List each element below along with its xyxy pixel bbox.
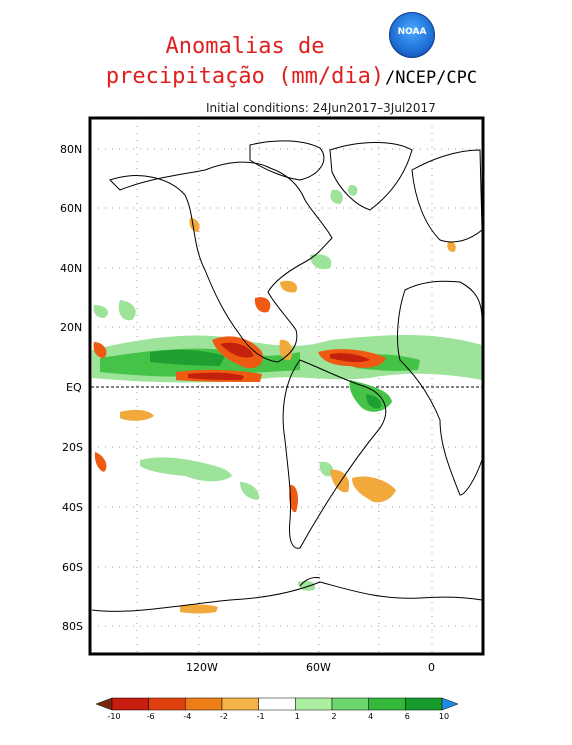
legend-tick-label: 6 — [405, 712, 410, 721]
lat-label-20s: 20S — [62, 441, 83, 454]
legend-tick-label: 10 — [439, 712, 449, 721]
legend-swatch — [295, 697, 333, 711]
legend-swatch — [148, 697, 186, 711]
legend-swatch — [185, 697, 223, 711]
anomaly-shading — [92, 184, 482, 614]
legend-swatch — [405, 697, 443, 711]
legend-swatch — [111, 697, 149, 711]
lon-label-0: 0 — [428, 661, 435, 674]
graticule — [91, 119, 482, 653]
lat-label-60s: 60S — [62, 561, 83, 574]
legend-colorbar — [95, 697, 459, 711]
legend-tick-label: 1 — [295, 712, 300, 721]
coastlines — [91, 140, 483, 612]
lon-label-120w: 120W — [186, 661, 218, 674]
legend-tick-label: -2 — [220, 712, 228, 721]
legend-swatch — [258, 697, 296, 711]
lat-label-40n: 40N — [60, 262, 82, 275]
legend-tick-label: -6 — [147, 712, 155, 721]
legend-swatch — [331, 697, 369, 711]
legend-tick-label: -1 — [257, 712, 265, 721]
lon-label-60w: 60W — [306, 661, 331, 674]
map-title-line2: precipitação (mm/dia) — [105, 64, 385, 89]
legend-arrow-low — [95, 697, 113, 711]
legend-tick-label: 2 — [331, 712, 336, 721]
legend-ticks: -10 -6 -4 -2 -1 1 2 4 6 10 — [107, 712, 449, 721]
noaa-logo-text: NOAA — [397, 27, 427, 37]
lat-label-80s: 80S — [62, 620, 83, 633]
legend-swatch — [221, 697, 259, 711]
organization-label: /NCEP/CPC — [385, 68, 478, 88]
lat-label-60n: 60N — [60, 202, 82, 215]
legend-arrow-high — [441, 697, 459, 711]
lat-label-80n: 80N — [60, 143, 82, 156]
map-title-line1: Anomalias de — [165, 34, 325, 59]
lat-label-20n: 20N — [60, 321, 82, 334]
legend-swatch — [368, 697, 406, 711]
legend-tick-label: 4 — [368, 712, 373, 721]
noaa-logo-icon: NOAA — [389, 12, 435, 58]
map-frame — [88, 116, 485, 656]
initial-conditions-label: Initial conditions: 24Jun2017–3Jul2017 — [206, 101, 436, 115]
lat-label-40s: 40S — [62, 501, 83, 514]
legend-tick-label: -4 — [183, 712, 191, 721]
lat-label-eq: EQ — [66, 381, 82, 394]
legend-tick-label: -10 — [107, 712, 120, 721]
